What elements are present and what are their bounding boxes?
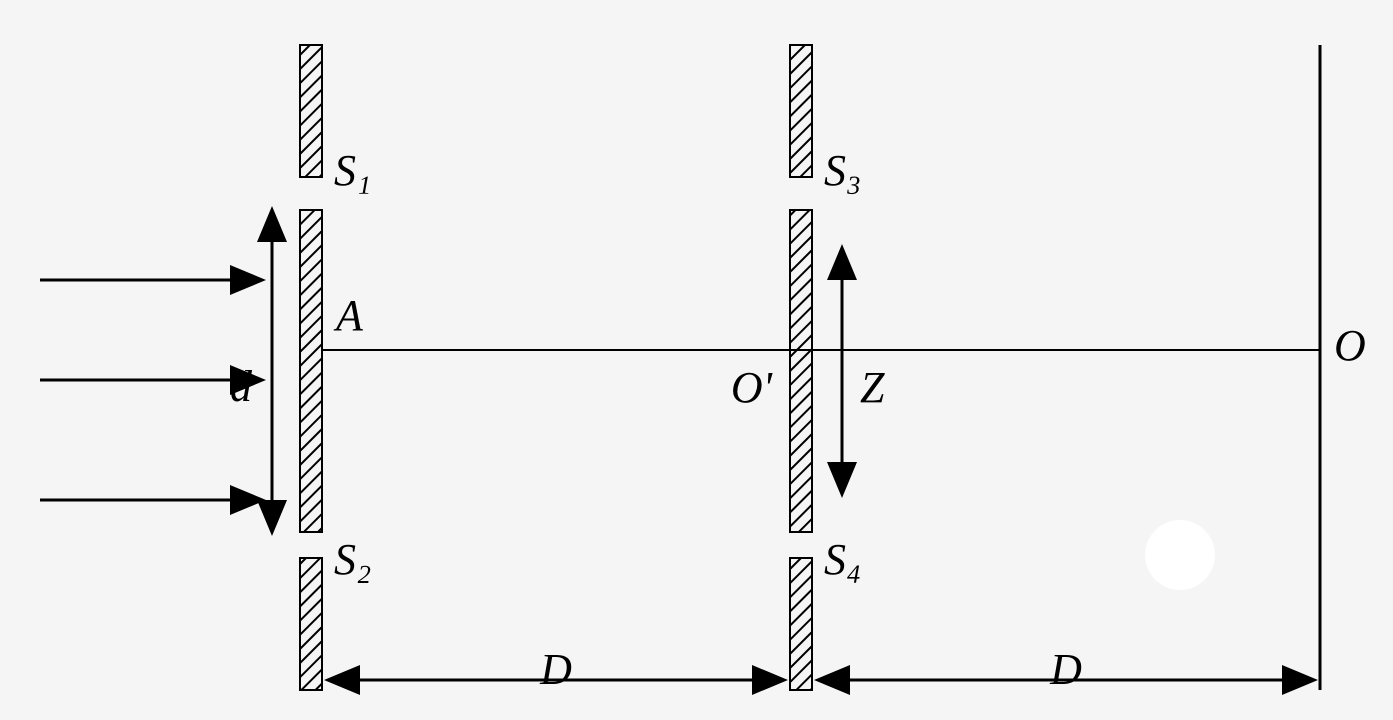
barrier1-center xyxy=(300,210,322,532)
label-S3: S₃ xyxy=(824,146,861,195)
label-S4: S₄ xyxy=(824,535,861,584)
barrier1-top xyxy=(300,45,322,177)
barrier1-bottom xyxy=(300,558,322,690)
label-S2: S₂ xyxy=(334,535,371,584)
label-Oprime: O' xyxy=(731,363,774,412)
white-dot xyxy=(1145,520,1215,590)
label-d: d xyxy=(230,362,253,411)
label-O: O xyxy=(1334,321,1366,370)
barrier2-bottom xyxy=(790,558,812,690)
label-D1: D xyxy=(539,645,572,694)
label-A: A xyxy=(333,291,364,340)
barrier2-center xyxy=(790,210,812,532)
barrier2-top xyxy=(790,45,812,177)
label-S1: S₁ xyxy=(334,146,371,195)
optics-diagram: S₁ S₂ S₃ S₄ Ad O' Z O D D xyxy=(0,0,1393,720)
label-Z: Z xyxy=(860,363,885,412)
label-D2: D xyxy=(1049,645,1082,694)
